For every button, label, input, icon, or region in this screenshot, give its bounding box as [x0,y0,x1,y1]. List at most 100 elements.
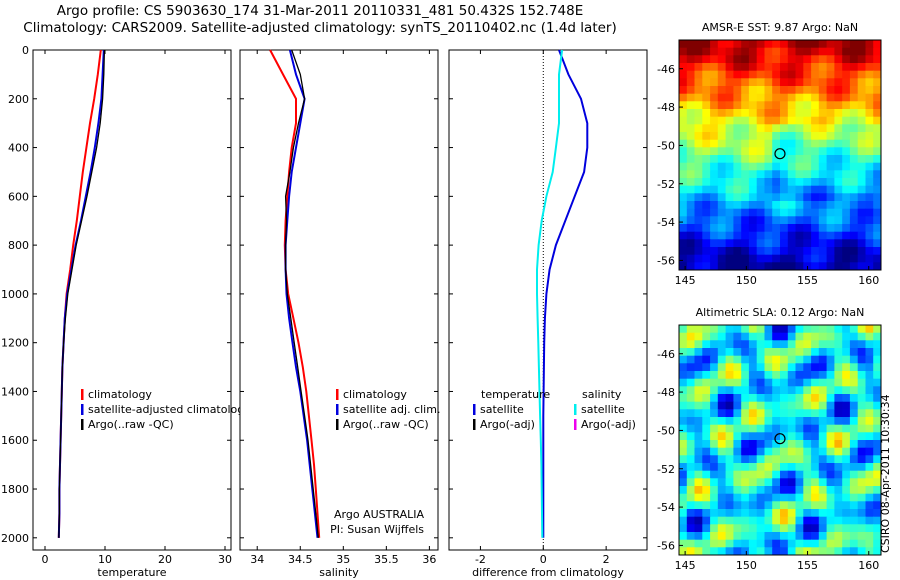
map-cell [857,139,867,148]
depth-tick-label: 400 [8,142,29,155]
map-cell [725,463,734,472]
map-cell [834,185,843,194]
map-cell [834,55,843,64]
map-cell [795,501,804,510]
map-cell [780,170,789,179]
map-cell [857,516,867,525]
map-cell [865,239,874,248]
map-cell [795,378,804,387]
map-cell [873,201,881,210]
map-cell [679,78,688,87]
map-cell [803,116,812,125]
salinity-xlabel: salinity [319,566,359,579]
map-cell [772,432,781,441]
map-cell [686,355,696,364]
map-cell [679,547,688,555]
map-cell [717,216,727,225]
map-cell [803,409,812,418]
map-cell [811,348,820,357]
map-cell [694,185,703,194]
map-cell [818,363,828,372]
map-cell [733,116,742,125]
map-cell [710,40,719,49]
map-cell [865,132,874,141]
map-cell [818,47,828,56]
series-black-line [58,49,106,538]
map-cell [710,86,719,95]
map-cell [803,185,812,194]
map-cell [725,401,734,410]
map-cell [842,170,851,179]
map-cell [764,109,773,118]
map-cell [772,216,781,225]
map-cell [741,516,750,525]
map-cell [842,116,851,125]
map-cell [818,208,828,217]
map-cell [811,155,820,164]
sst-lat-label: -50 [657,139,675,152]
map-cell [849,124,859,133]
map-cell [865,231,874,240]
map-cell [772,63,781,72]
map-cell [787,78,797,87]
map-cell [873,509,881,518]
sla-lat-label: -52 [657,463,675,476]
map-cell [826,340,835,349]
map-cell [849,162,859,171]
map-cell [849,532,859,541]
map-cell [826,86,835,95]
map-cell [857,493,867,502]
map-cell [811,231,820,240]
map-cell [826,478,835,487]
map-cell [717,178,727,187]
map-cell [694,455,703,464]
map-cell [748,78,758,87]
map-cell [811,447,820,456]
map-cell [764,224,773,233]
map-cell [702,116,711,125]
map-cell [764,239,773,248]
map-cell [764,493,773,502]
map-cell [756,401,766,410]
map-cell [733,185,742,194]
map-cell [857,162,867,171]
map-cell [679,348,688,357]
map-cell [748,124,758,133]
map-cell [717,340,727,349]
map-cell [686,185,696,194]
map-cell [803,532,812,541]
map-cell [764,486,773,495]
map-cell [865,40,874,49]
map-cell [710,208,719,217]
map-cell [717,247,727,256]
map-cell [756,493,766,502]
map-cell [756,355,766,364]
map-cell [772,208,781,217]
map-cell [818,63,828,72]
map-cell [772,109,781,118]
map-cell [787,524,797,533]
map-cell [710,386,719,395]
map-cell [679,162,688,171]
map-cell [748,547,758,555]
map-cell [717,40,727,49]
map-cell [694,363,703,372]
map-cell [780,63,789,72]
map-cell [826,47,835,56]
sst-lat-label: -56 [657,254,675,267]
map-cell [857,394,867,403]
map-cell [725,170,734,179]
map-cell [795,216,804,225]
map-cell [717,524,727,533]
map-cell [748,340,758,349]
map-cell [849,93,859,102]
map-cell [694,155,703,164]
map-cell [780,155,789,164]
map-cell [780,139,789,148]
map-cell [717,47,727,56]
map-cell [803,70,812,79]
map-cell [710,371,719,380]
map-cell [694,193,703,202]
map-cell [849,101,859,110]
map-cell [686,386,696,395]
